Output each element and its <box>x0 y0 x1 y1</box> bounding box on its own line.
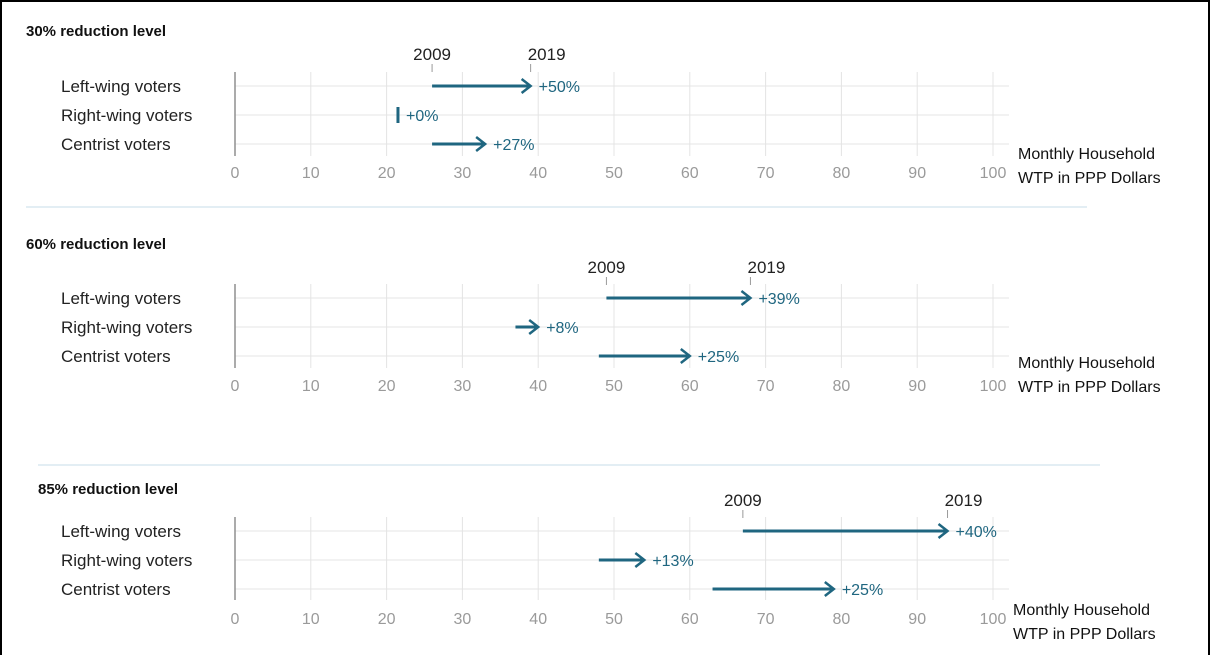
x-tick-label: 90 <box>908 611 926 628</box>
change-arrow-head <box>740 290 753 306</box>
x-tick-label: 60 <box>681 611 699 628</box>
zero-change-mark <box>396 107 400 123</box>
change-value-label: +0% <box>406 108 438 125</box>
category-label: Right-wing voters <box>61 318 192 337</box>
change-arrow-head <box>520 78 533 94</box>
start-year-label: 2009 <box>588 258 626 277</box>
x-tick-label: 90 <box>908 165 926 182</box>
change-value-label: +25% <box>698 349 739 366</box>
panel-title: 30% reduction level <box>26 23 166 40</box>
x-tick-label: 50 <box>605 165 623 182</box>
x-tick-label: 30 <box>454 378 472 395</box>
change-value-label: +8% <box>546 320 578 337</box>
start-year-label: 2009 <box>724 491 762 510</box>
category-label: Right-wing voters <box>61 106 192 125</box>
category-label: Left-wing voters <box>61 289 181 308</box>
x-tick-label: 70 <box>757 611 775 628</box>
category-label: Centrist voters <box>61 580 171 599</box>
panel-title: 60% reduction level <box>26 236 166 253</box>
x-tick-label: 0 <box>231 611 240 628</box>
x-axis-label: Monthly Household <box>1018 146 1155 163</box>
x-tick-label: 50 <box>605 378 623 395</box>
end-year-label: 2019 <box>748 258 786 277</box>
category-label: Left-wing voters <box>61 522 181 541</box>
x-tick-label: 50 <box>605 611 623 628</box>
change-value-label: +27% <box>493 137 534 154</box>
change-value-label: +40% <box>956 524 997 541</box>
change-arrow-head <box>475 136 488 152</box>
x-tick-label: 80 <box>833 611 851 628</box>
change-value-label: +50% <box>539 79 580 96</box>
x-axis-label: Monthly Household <box>1018 355 1155 372</box>
category-label: Left-wing voters <box>61 77 181 96</box>
x-axis-label: Monthly Household <box>1013 602 1150 619</box>
x-axis-label: WTP in PPP Dollars <box>1018 379 1161 396</box>
x-axis-label: WTP in PPP Dollars <box>1013 626 1156 643</box>
category-label: Right-wing voters <box>61 551 192 570</box>
change-arrow-head <box>634 552 647 568</box>
panel-title: 85% reduction level <box>38 481 178 498</box>
x-tick-label: 80 <box>833 378 851 395</box>
x-tick-label: 20 <box>378 611 396 628</box>
x-tick-label: 0 <box>231 378 240 395</box>
change-arrow-head <box>528 319 541 335</box>
change-arrow-head <box>824 581 836 597</box>
change-arrow-head <box>680 348 692 364</box>
x-tick-label: 60 <box>681 165 699 182</box>
x-tick-label: 0 <box>231 165 240 182</box>
x-tick-label: 10 <box>302 611 320 628</box>
start-year-label: 2009 <box>413 45 451 64</box>
end-year-label: 2019 <box>528 45 566 64</box>
x-tick-label: 20 <box>378 378 396 395</box>
category-label: Centrist voters <box>61 347 171 366</box>
x-tick-label: 30 <box>454 165 472 182</box>
x-tick-label: 100 <box>980 611 1007 628</box>
end-year-label: 2019 <box>945 491 983 510</box>
x-tick-label: 100 <box>980 378 1007 395</box>
category-label: Centrist voters <box>61 135 171 154</box>
x-axis-label: WTP in PPP Dollars <box>1018 170 1161 187</box>
x-tick-label: 40 <box>529 165 547 182</box>
x-tick-label: 10 <box>302 165 320 182</box>
x-tick-label: 70 <box>757 165 775 182</box>
x-tick-label: 60 <box>681 378 699 395</box>
x-tick-label: 90 <box>908 378 926 395</box>
x-tick-label: 40 <box>529 378 547 395</box>
change-arrow-head <box>937 523 950 539</box>
x-tick-label: 80 <box>833 165 851 182</box>
change-value-label: +39% <box>758 291 799 308</box>
change-value-label: +13% <box>652 553 693 570</box>
x-tick-label: 20 <box>378 165 396 182</box>
x-tick-label: 40 <box>529 611 547 628</box>
x-tick-label: 10 <box>302 378 320 395</box>
x-tick-label: 30 <box>454 611 472 628</box>
x-tick-label: 70 <box>757 378 775 395</box>
x-tick-label: 100 <box>980 165 1007 182</box>
change-value-label: +25% <box>842 582 883 599</box>
